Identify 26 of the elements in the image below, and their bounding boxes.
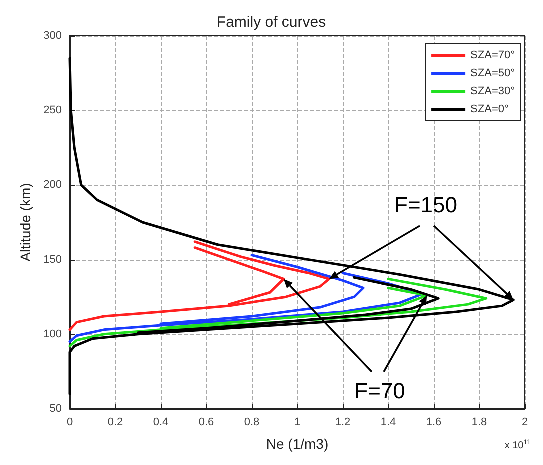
x-tick-label: 0.4 — [153, 416, 169, 428]
legend-label: SZA=30° — [470, 86, 515, 98]
y-tick-label: 200 — [44, 179, 62, 192]
y-tick-label: 100 — [44, 328, 62, 340]
x-tick-label: 1.2 — [335, 416, 351, 428]
annotation: F=70 — [354, 378, 406, 404]
x-tick-label: 0.6 — [198, 416, 214, 428]
x-tick-label: 1 — [294, 416, 301, 428]
y-axis-title: Altitude (km) — [18, 183, 34, 262]
legend-label: SZA=70° — [470, 50, 515, 62]
y-tick-label: 50 — [50, 403, 62, 415]
y-tick-label: 250 — [44, 104, 62, 117]
x-tick-label: 1.6 — [426, 416, 442, 428]
x-tick-label: 1.8 — [472, 416, 488, 428]
legend-label: SZA=50° — [470, 68, 515, 80]
x-axis-title: Ne (1/m3) — [266, 436, 329, 452]
x-tick-label: 0.2 — [108, 416, 124, 428]
x-tick-label: 0 — [66, 416, 74, 428]
x-tick-label: 1.4 — [380, 416, 396, 428]
y-tick-label: 300 — [44, 30, 62, 42]
legend-label: SZA=0° — [470, 104, 509, 116]
y-tick-label: 150 — [44, 254, 62, 266]
x-tick-label: 0.8 — [244, 416, 260, 428]
chart-title: Family of curves — [216, 14, 326, 31]
annotation: F=150 — [394, 192, 458, 218]
x-tick-label: 2 — [522, 416, 528, 428]
